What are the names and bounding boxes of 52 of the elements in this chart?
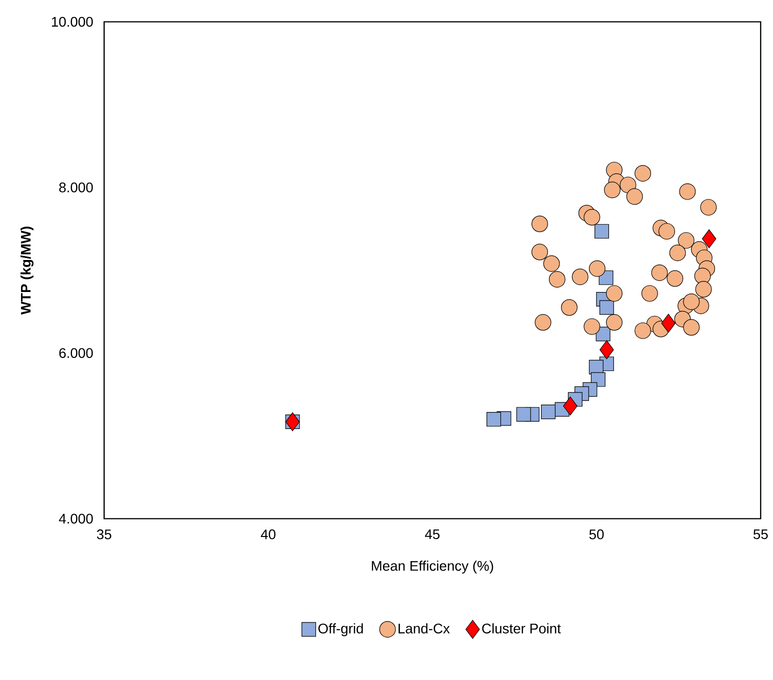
y-tick-label: 6.000 [59,348,93,358]
point [658,222,676,240]
x-tick-label: 55 [753,529,768,539]
point [702,229,716,248]
legend-label: Land-Cx [398,623,450,634]
x-tick-label: 40 [260,529,276,540]
point [700,198,717,216]
point [584,318,600,335]
x-tick-label: 35 [96,529,112,540]
point [695,280,712,298]
point [669,244,686,261]
point [563,396,578,416]
point [516,406,531,422]
point [634,322,652,339]
point [679,183,696,200]
point [486,412,502,426]
point [606,285,622,302]
point [600,340,614,359]
point [634,164,652,182]
legend-label: Cluster Point [482,623,561,634]
point [683,293,700,310]
point [626,188,643,205]
point [594,224,610,238]
point [661,314,676,333]
point [678,232,694,249]
point [599,300,614,315]
point [641,285,658,302]
point [534,314,552,330]
point [588,260,606,277]
point [651,264,668,281]
point [694,268,711,284]
y-tick-label: 10.000 [52,16,93,27]
x-tick-label: 50 [589,529,604,540]
point [604,182,621,198]
point [620,176,636,194]
y-tick-label: 8.000 [59,182,93,192]
y-tick-label: 4.000 [58,514,93,524]
point [666,270,684,287]
point [561,299,578,316]
point [541,404,556,419]
point [532,215,548,232]
x-axis-title: Mean Efficiency (%) [372,560,494,574]
point [572,268,588,285]
y-axis-title: WTP (kg/MW) [20,226,34,314]
point [543,255,560,272]
point [683,318,700,336]
legend-label: Off-grid [318,623,363,636]
point [548,270,566,288]
point [606,314,622,330]
point [584,208,600,226]
point [532,244,548,260]
x-tick-label: 45 [424,529,440,539]
